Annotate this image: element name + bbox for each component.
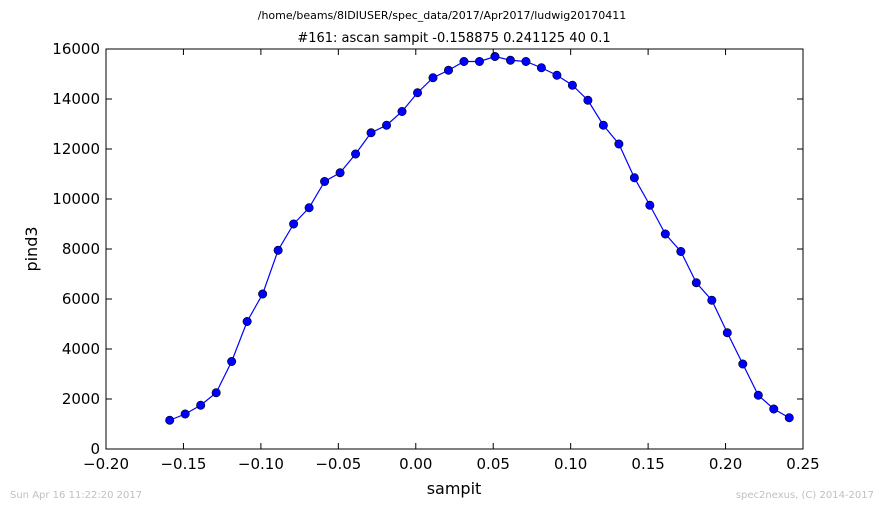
data-point xyxy=(676,247,686,257)
data-point xyxy=(738,359,748,369)
data-point xyxy=(180,409,190,419)
data-point xyxy=(567,80,577,90)
x-tick-label: −0.20 xyxy=(83,455,129,473)
data-point xyxy=(629,173,639,183)
y-tick-label: 10000 xyxy=(52,190,100,208)
data-point xyxy=(505,55,515,65)
x-tick-label: 0.15 xyxy=(631,455,664,473)
data-point xyxy=(335,168,345,178)
data-point xyxy=(443,65,453,75)
plot-frame xyxy=(105,48,804,450)
data-point xyxy=(428,73,438,83)
data-point xyxy=(459,56,469,66)
data-point xyxy=(660,229,670,239)
x-axis-label: sampit xyxy=(427,479,482,498)
data-point xyxy=(304,203,314,213)
x-tick-label: 0.25 xyxy=(786,455,819,473)
x-tick-label: 0.10 xyxy=(554,455,587,473)
chart-title: #161: ascan sampit -0.158875 0.241125 40… xyxy=(297,31,610,46)
x-tick-label: −0.15 xyxy=(160,455,206,473)
data-point xyxy=(289,219,299,229)
data-point xyxy=(165,415,175,425)
data-point xyxy=(351,149,361,159)
data-point xyxy=(552,70,562,80)
data-point xyxy=(227,356,237,366)
file-path: /home/beams/8IDIUSER/spec_data/2017/Apr2… xyxy=(258,9,627,22)
series-layer xyxy=(165,51,794,425)
data-point xyxy=(769,404,779,414)
x-tick-label: 0.20 xyxy=(709,455,742,473)
data-point xyxy=(211,388,221,398)
y-tick-label: 0 xyxy=(90,440,100,458)
data-point xyxy=(707,295,717,305)
data-point xyxy=(784,413,794,423)
y-tick-label: 16000 xyxy=(52,40,100,58)
y-axis: 0 2000 4000 6000 8000 10000 12000 14000 16000 xyxy=(52,40,803,458)
data-point xyxy=(521,56,531,66)
data-point xyxy=(691,278,701,288)
y-tick-label: 6000 xyxy=(62,290,100,308)
data-point xyxy=(242,316,252,326)
y-tick-label: 14000 xyxy=(52,90,100,108)
x-tick-label: −0.10 xyxy=(238,455,284,473)
data-point xyxy=(536,63,546,73)
x-tick-label: 0.05 xyxy=(477,455,510,473)
data-point xyxy=(258,289,268,299)
data-point xyxy=(413,88,423,98)
footer-credit: spec2nexus, (C) 2014-2017 xyxy=(736,490,874,501)
x-tick-label: 0.00 xyxy=(399,455,432,473)
data-point xyxy=(598,120,608,130)
data-point xyxy=(583,95,593,105)
data-point xyxy=(490,51,500,61)
data-point xyxy=(397,107,407,117)
data-point xyxy=(474,56,484,66)
y-tick-label: 12000 xyxy=(52,140,100,158)
series-line xyxy=(169,55,790,421)
data-point xyxy=(320,177,330,187)
data-point xyxy=(722,328,732,338)
data-point xyxy=(196,400,206,410)
data-point xyxy=(382,120,392,130)
y-tick-label: 2000 xyxy=(62,390,100,408)
y-tick-label: 8000 xyxy=(62,240,100,258)
data-point xyxy=(273,245,283,255)
data-point xyxy=(645,200,655,210)
footer-timestamp: Sun Apr 16 11:22:20 2017 xyxy=(10,490,142,501)
y-tick-label: 4000 xyxy=(62,340,100,358)
data-point xyxy=(614,139,624,149)
x-tick-label: −0.05 xyxy=(315,455,361,473)
x-axis: −0.20 −0.15 −0.10 −0.05 0.00 0.05 0.10 0.15 0.20… xyxy=(83,49,820,473)
data-point xyxy=(366,128,376,138)
data-point xyxy=(753,390,763,400)
y-axis-label: pind3 xyxy=(22,226,41,271)
